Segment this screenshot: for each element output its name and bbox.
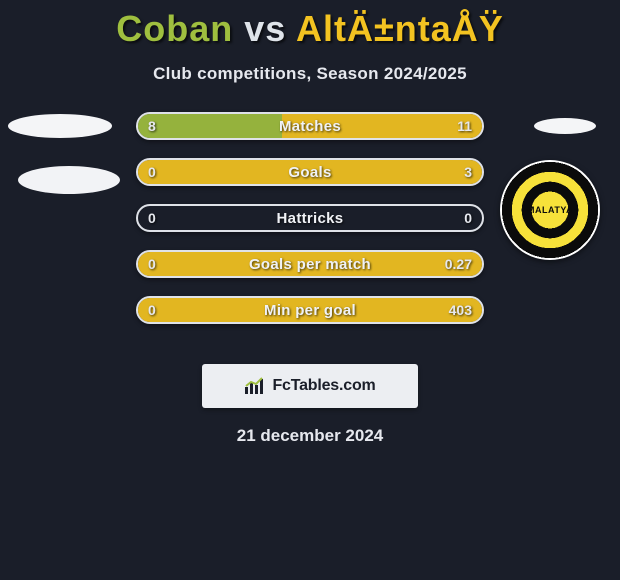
stat-bar: 03Goals — [136, 158, 484, 186]
date-text: 21 december 2024 — [0, 426, 620, 446]
stat-label: Goals — [138, 160, 482, 184]
brand-chart-icon — [244, 377, 266, 395]
page-title: Coban vs AltÄ±ntaÅŸ — [0, 0, 620, 50]
stat-bar: 811Matches — [136, 112, 484, 140]
player2-crest-placeholder-1 — [534, 118, 596, 134]
comparison-area: MALATYA 811Matches03Goals00Hattricks00.2… — [0, 112, 620, 364]
player2-name: AltÄ±ntaÅŸ — [296, 8, 504, 49]
player2-club-crest — [500, 160, 600, 260]
subtitle: Club competitions, Season 2024/2025 — [0, 64, 620, 84]
player1-crest-placeholder-1 — [8, 114, 112, 138]
stat-bar: 00.27Goals per match — [136, 250, 484, 278]
stat-label: Goals per match — [138, 252, 482, 276]
brand-card[interactable]: FcTables.com — [202, 364, 418, 408]
stat-bar: 00Hattricks — [136, 204, 484, 232]
stat-label: Hattricks — [138, 206, 482, 230]
brand-name: FcTables.com — [272, 377, 375, 395]
vs-text: vs — [244, 8, 286, 49]
stat-bar: 0403Min per goal — [136, 296, 484, 324]
stat-bars: 811Matches 03Goals 00Hattricks 00.27Goals p… — [136, 112, 484, 342]
stat-label: Matches — [138, 114, 482, 138]
player1-name: Coban — [116, 8, 233, 49]
stat-label: Min per goal — [138, 298, 482, 322]
player1-crest-placeholder-2 — [18, 166, 120, 194]
